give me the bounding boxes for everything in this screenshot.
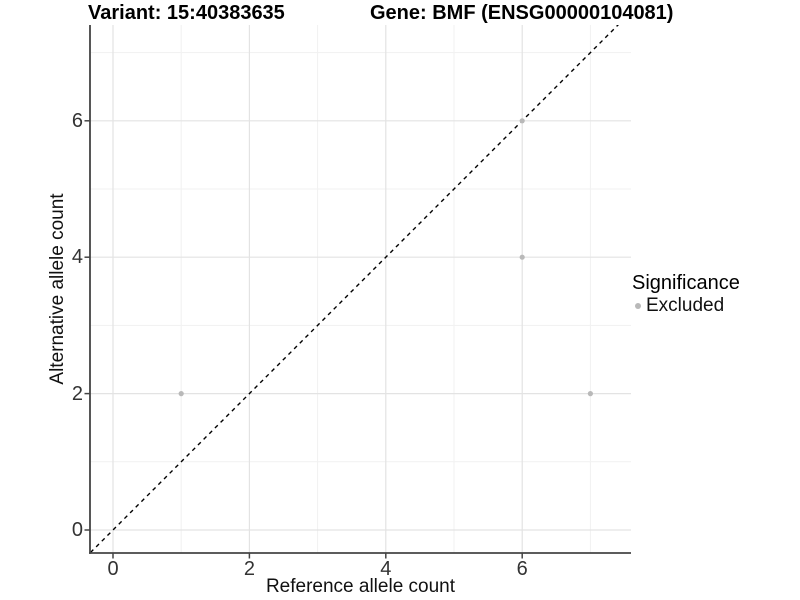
data-point bbox=[587, 391, 593, 397]
plot-title-variant: Variant: 15:40383635 bbox=[88, 2, 285, 24]
scatter-plot-panel bbox=[84, 25, 631, 559]
y-tick-label: 6 bbox=[71, 109, 83, 132]
y-axis-title: Alternative allele count bbox=[47, 193, 68, 385]
data-point bbox=[519, 254, 525, 260]
y-tick-label: 2 bbox=[71, 382, 83, 405]
x-tick-label: 2 bbox=[243, 558, 255, 580]
data-point bbox=[178, 391, 184, 397]
identity-dashed-line bbox=[89, 25, 619, 554]
y-tick-label: 0 bbox=[71, 519, 83, 541]
y-tick-label: 4 bbox=[71, 246, 83, 269]
x-axis-title: Reference allele count bbox=[265, 576, 456, 597]
data-point bbox=[519, 118, 525, 124]
legend: Significance Excluded bbox=[632, 272, 740, 317]
legend-title: Significance bbox=[632, 272, 740, 294]
plot-title-gene: Gene: BMF (ENSG00000104081) bbox=[370, 2, 674, 24]
legend-item-label: Excluded bbox=[646, 295, 725, 316]
legend-item-excluded: Excluded bbox=[632, 295, 740, 317]
excluded-point-icon bbox=[635, 303, 641, 309]
x-tick-label: 4 bbox=[380, 558, 392, 580]
x-tick-label: 6 bbox=[516, 558, 528, 580]
x-tick-label: 0 bbox=[107, 558, 119, 580]
